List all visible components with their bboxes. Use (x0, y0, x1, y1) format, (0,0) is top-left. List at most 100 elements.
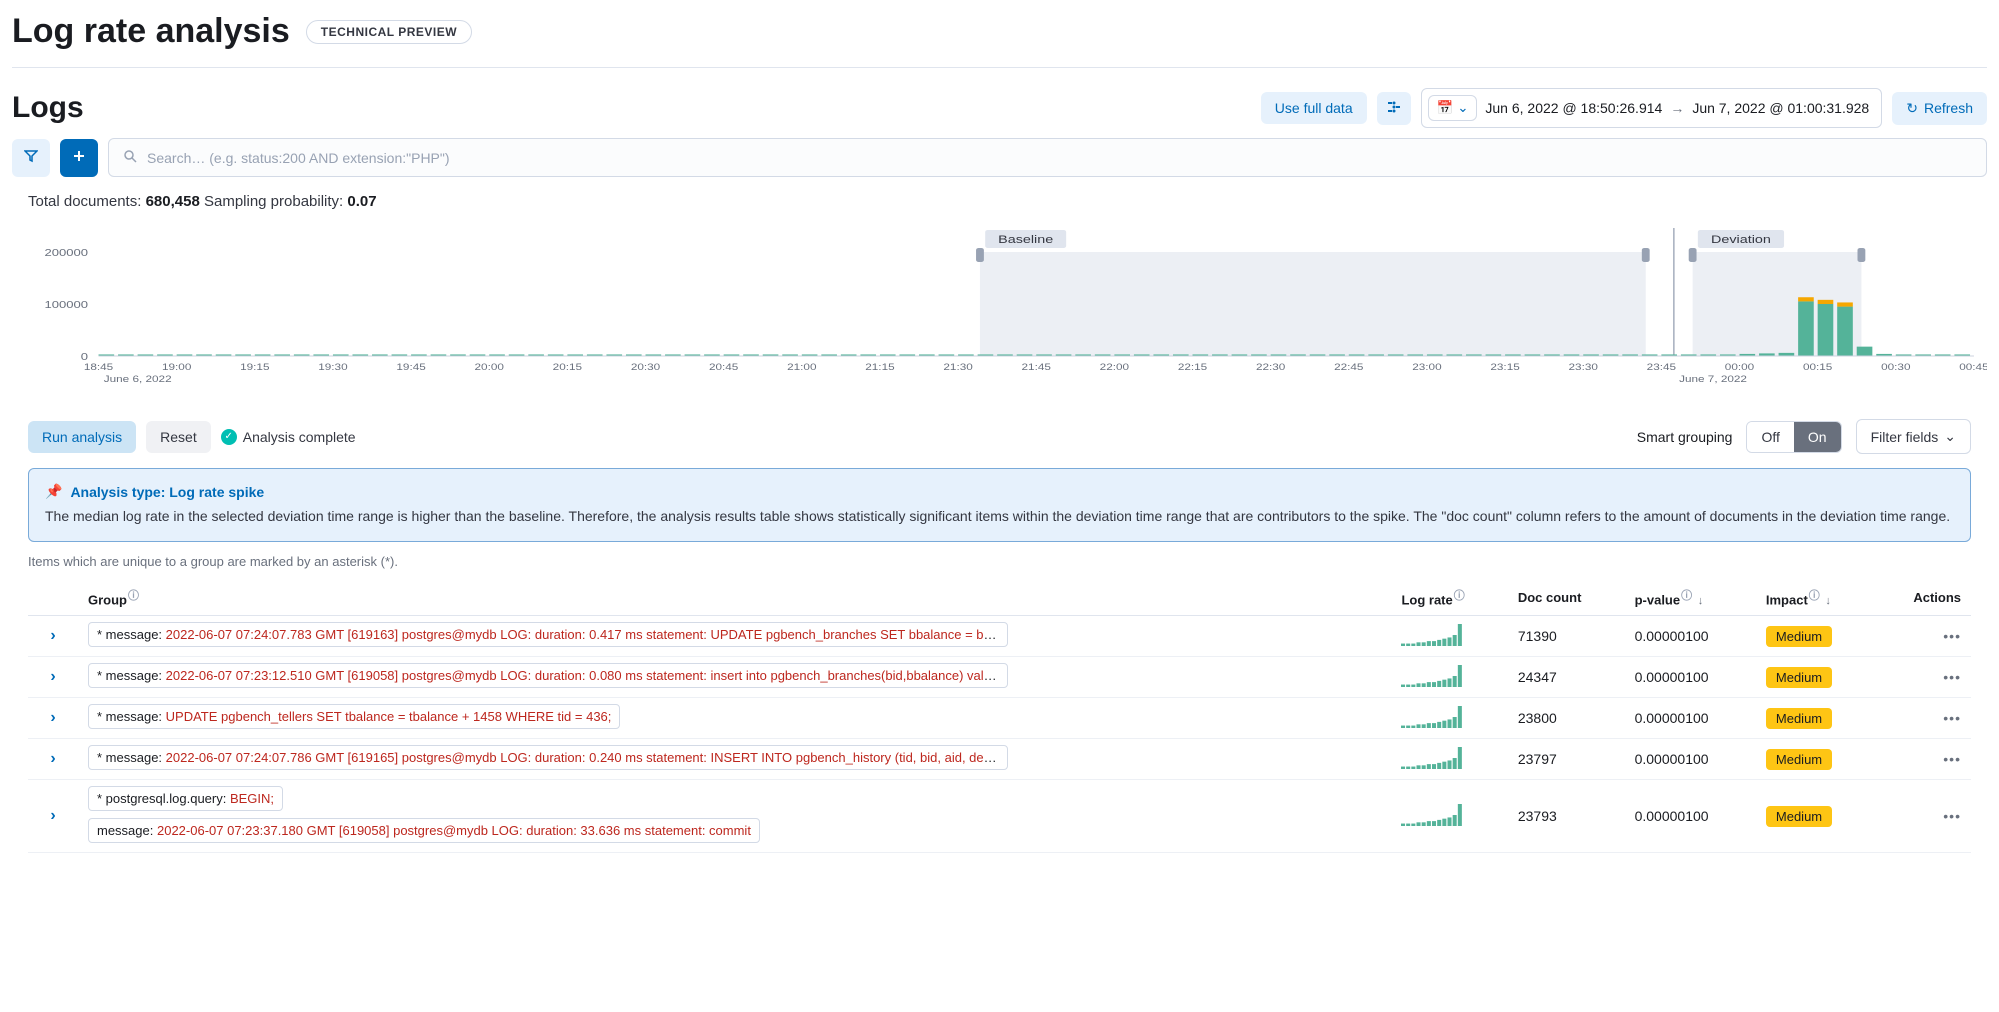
results-table: Groupⓘ Log rateⓘ Doc count p-valueⓘ ↓ Im… (28, 579, 1971, 853)
group-header: Groupⓘ (78, 579, 1391, 616)
search-icon (123, 149, 137, 166)
stats-line: Total documents: 680,458 Sampling probab… (12, 193, 1987, 222)
svg-text:21:30: 21:30 (943, 363, 973, 372)
search-input[interactable]: Search… (e.g. status:200 AND extension:"… (108, 138, 1987, 177)
calendar-button[interactable]: 📅 ⌄ (1428, 95, 1478, 121)
svg-text:22:15: 22:15 (1178, 363, 1208, 372)
help-icon: ⓘ (1681, 590, 1692, 602)
group-message[interactable]: * message: 2022-06-07 07:23:12.510 GMT [… (88, 663, 1008, 688)
svg-text:20:00: 20:00 (475, 363, 505, 372)
actions-header: Actions (1876, 579, 1971, 616)
svg-text:21:00: 21:00 (787, 363, 817, 372)
impact-badge: Medium (1766, 708, 1832, 729)
expand-button[interactable]: › (50, 627, 55, 644)
group-message[interactable]: * message: 2022-06-07 07:24:07.783 GMT [… (88, 622, 1008, 647)
add-button[interactable] (60, 139, 98, 177)
arrow-right-icon: → (1670, 100, 1684, 116)
check-icon: ✓ (221, 429, 237, 445)
svg-text:23:30: 23:30 (1569, 363, 1599, 372)
run-analysis-button[interactable]: Run analysis (28, 421, 136, 453)
expand-button[interactable]: › (50, 807, 55, 824)
smart-grouping-toggle[interactable]: Off On (1746, 421, 1841, 453)
p-value-cell: 0.00000100 (1625, 739, 1756, 780)
table-row: › * message: UPDATE pgbench_tellers SET t… (28, 698, 1971, 739)
sort-down-icon: ↓ (1825, 595, 1831, 607)
svg-text:00:30: 00:30 (1881, 363, 1911, 372)
svg-text:Deviation: Deviation (1711, 233, 1771, 246)
svg-text:June 6, 2022: June 6, 2022 (104, 375, 172, 384)
p-value-cell: 0.00000100 (1625, 698, 1756, 739)
table-row: › * message: 2022-06-07 07:23:12.510 GMT … (28, 657, 1971, 698)
toggle-off[interactable]: Off (1747, 422, 1793, 452)
filter-fields-label: Filter fields (1871, 429, 1939, 445)
smart-grouping-label: Smart grouping (1637, 429, 1733, 445)
sparkline-cell (1391, 780, 1507, 853)
search-placeholder: Search… (e.g. status:200 AND extension:"… (147, 150, 450, 166)
docs-label: Total documents: (28, 193, 141, 210)
log-rate-chart[interactable]: Baseline Deviation 0 100000 200000 18:45 19:00… (28, 222, 1987, 395)
status-chip: ✓ Analysis complete (221, 429, 356, 445)
impact-badge: Medium (1766, 667, 1832, 688)
toggle-on[interactable]: On (1794, 422, 1841, 452)
svg-text:00:45: 00:45 (1959, 363, 1987, 372)
svg-text:21:45: 21:45 (1022, 363, 1052, 372)
group-message[interactable]: message: 2022-06-07 07:23:37.180 GMT [61… (88, 818, 760, 843)
sparkline-cell (1391, 739, 1507, 780)
svg-text:0: 0 (81, 351, 89, 362)
svg-text:100000: 100000 (45, 299, 89, 310)
date-from: Jun 6, 2022 @ 18:50:26.914 (1485, 100, 1662, 116)
impact-badge: Medium (1766, 626, 1832, 647)
settings-button[interactable] (1377, 92, 1411, 125)
doc-count-header: Doc count (1508, 579, 1625, 616)
chevron-down-icon: ⌄ (1944, 428, 1956, 445)
svg-text:20:45: 20:45 (709, 363, 739, 372)
group-message[interactable]: * message: 2022-06-07 07:24:07.786 GMT [… (88, 745, 1008, 770)
table-row: › * postgresql.log.query: BEGIN; message: … (28, 780, 1971, 853)
docs-value: 680,458 (146, 193, 200, 210)
filter-button[interactable] (12, 139, 50, 177)
banner-title: Analysis type: Log rate spike (70, 484, 264, 500)
svg-text:23:00: 23:00 (1412, 363, 1442, 372)
row-actions-button[interactable]: ••• (1943, 808, 1961, 824)
expand-button[interactable]: › (50, 709, 55, 726)
reset-button[interactable]: Reset (146, 421, 211, 453)
help-icon: ⓘ (1809, 590, 1820, 602)
p-value-header[interactable]: p-valueⓘ ↓ (1625, 579, 1756, 616)
date-range-picker[interactable]: 📅 ⌄ Jun 6, 2022 @ 18:50:26.914 → Jun 7, … (1421, 88, 1883, 128)
date-to: Jun 7, 2022 @ 01:00:31.928 (1692, 100, 1869, 116)
svg-text:19:30: 19:30 (318, 363, 348, 372)
impact-header[interactable]: Impactⓘ ↓ (1756, 579, 1877, 616)
svg-text:19:00: 19:00 (162, 363, 192, 372)
filter-fields-button[interactable]: Filter fields ⌄ (1856, 419, 1971, 454)
expand-button[interactable]: › (50, 750, 55, 767)
refresh-button[interactable]: ↻ Refresh (1892, 92, 1987, 125)
calendar-icon: 📅 (1437, 100, 1454, 116)
svg-text:Baseline: Baseline (998, 233, 1053, 246)
svg-text:20:30: 20:30 (631, 363, 661, 372)
group-message[interactable]: * message: UPDATE pgbench_tellers SET tb… (88, 704, 620, 729)
row-actions-button[interactable]: ••• (1943, 669, 1961, 685)
pin-icon: 📌 (45, 483, 62, 500)
row-actions-button[interactable]: ••• (1943, 751, 1961, 767)
expand-button[interactable]: › (50, 668, 55, 685)
sparkline-cell (1391, 657, 1507, 698)
help-icon: ⓘ (128, 590, 139, 602)
group-message[interactable]: * postgresql.log.query: BEGIN; (88, 786, 283, 811)
sort-down-icon: ↓ (1698, 595, 1704, 607)
banner-body: The median log rate in the selected devi… (45, 506, 1954, 527)
row-actions-button[interactable]: ••• (1943, 628, 1961, 644)
page-title: Log rate analysis (12, 12, 290, 51)
refresh-icon: ↻ (1906, 100, 1918, 117)
row-actions-button[interactable]: ••• (1943, 710, 1961, 726)
svg-text:200000: 200000 (45, 247, 89, 258)
svg-text:18:45: 18:45 (84, 363, 114, 372)
svg-text:19:15: 19:15 (240, 363, 270, 372)
status-label: Analysis complete (243, 429, 356, 445)
impact-badge: Medium (1766, 749, 1832, 770)
doc-count-cell: 24347 (1508, 657, 1625, 698)
svg-text:20:15: 20:15 (553, 363, 583, 372)
use-full-data-button[interactable]: Use full data (1261, 92, 1367, 124)
doc-count-cell: 23793 (1508, 780, 1625, 853)
chevron-down-icon: ⌄ (1457, 100, 1468, 116)
sampling-label: Sampling probability: (204, 193, 343, 210)
